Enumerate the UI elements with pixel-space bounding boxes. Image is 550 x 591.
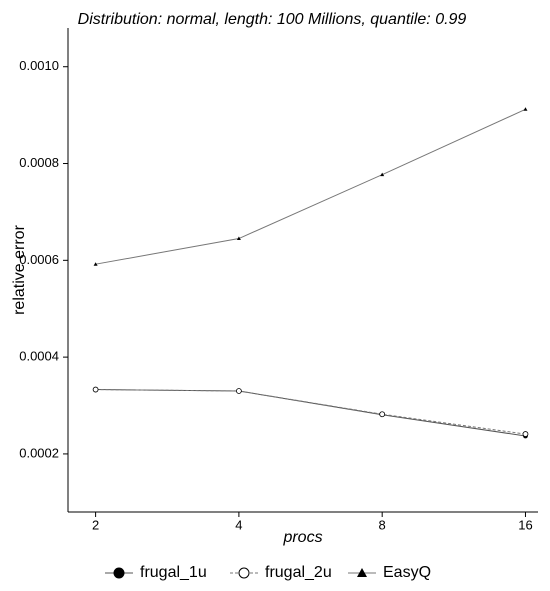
- legend-label: frugal_2u: [265, 564, 332, 581]
- y-axis-label: relative error: [11, 224, 28, 314]
- marker: [92, 386, 99, 393]
- x-tick-label: 16: [518, 517, 532, 532]
- chart-title: Distribution: normal, length: 100 Millio…: [78, 11, 467, 28]
- legend-marker: [357, 568, 367, 577]
- series-line: [95, 108, 526, 265]
- marker: [379, 411, 386, 418]
- x-tick-label: 8: [379, 517, 386, 532]
- y-tick-label: 0.0010: [19, 58, 59, 73]
- marker: [236, 236, 241, 241]
- legend-marker: [238, 567, 250, 579]
- marker: [235, 388, 242, 394]
- marker: [522, 431, 529, 437]
- marker: [93, 262, 98, 266]
- legend-label: EasyQ: [383, 564, 431, 581]
- marker: [380, 172, 385, 177]
- y-tick-label: 0.0006: [19, 252, 59, 267]
- legend-label: frugal_1u: [140, 564, 207, 581]
- y-tick-label: 0.0002: [19, 445, 59, 460]
- x-axis-label: procs: [282, 529, 322, 546]
- marker: [523, 107, 528, 111]
- x-tick-label: 2: [92, 517, 99, 532]
- y-tick-label: 0.0004: [19, 349, 59, 364]
- series-line: [95, 389, 526, 435]
- series-line: [95, 389, 526, 437]
- x-tick-label: 4: [235, 517, 242, 532]
- y-tick-label: 0.0008: [19, 155, 59, 170]
- legend-marker: [113, 567, 125, 579]
